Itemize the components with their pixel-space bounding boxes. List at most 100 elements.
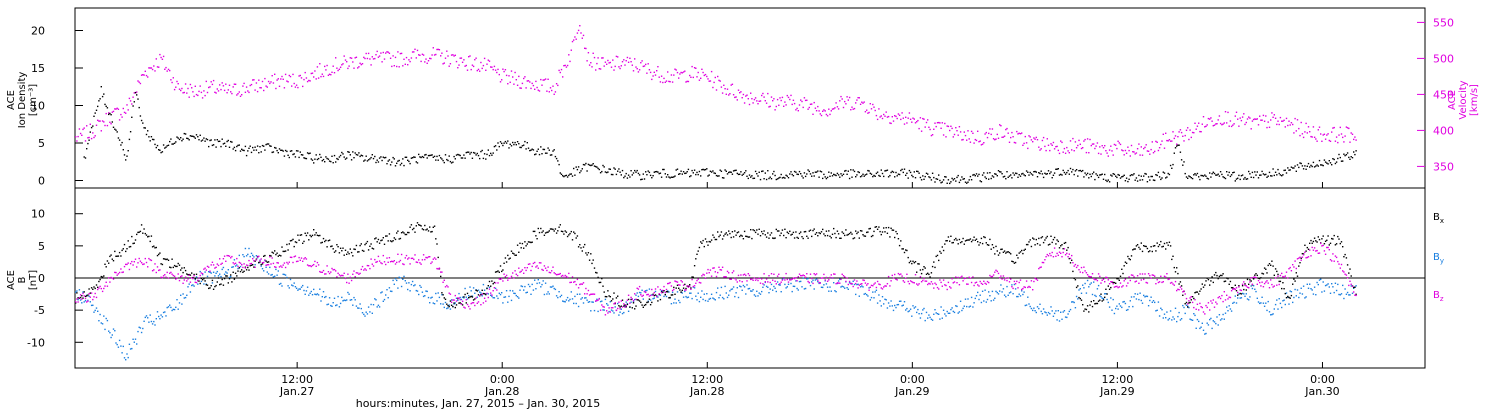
data-point [245,248,246,249]
b-axis-tick-label: -5 [34,304,45,317]
data-point [1251,285,1252,286]
data-point [721,269,722,270]
data-point [192,278,193,279]
data-point [1292,284,1293,285]
data-point [600,310,601,311]
data-point [1025,136,1026,137]
data-point [1260,302,1261,303]
data-point [1342,137,1343,138]
data-point [1010,291,1011,292]
data-point [854,171,855,172]
data-point [920,177,921,178]
data-point [739,174,740,175]
data-point [1215,123,1216,124]
data-point [1066,147,1067,148]
data-point [1316,141,1317,142]
data-point [202,139,203,140]
data-point [263,256,264,257]
data-point [602,57,603,58]
data-point [1168,140,1169,141]
data-point [256,82,257,83]
data-point [932,266,933,267]
data-point [384,157,385,158]
data-point [936,256,937,257]
data-point [1293,132,1294,133]
data-point [684,173,685,174]
data-point [98,287,99,288]
data-point [1227,112,1228,113]
data-point [1171,140,1172,141]
data-point [178,263,179,264]
data-point [551,90,552,91]
data-point [657,286,658,287]
data-point [728,230,729,231]
data-point [951,178,952,179]
data-point [892,116,893,117]
data-point [680,171,681,172]
data-point [565,275,566,276]
data-point [1045,150,1046,151]
density-axis-tick-label: 20 [31,25,45,38]
data-point [121,250,122,251]
data-point [125,251,126,252]
data-point [1036,171,1037,172]
data-point [799,281,800,282]
data-point [158,67,159,68]
data-point [997,292,998,293]
data-point [706,273,707,274]
data-point [1181,159,1182,160]
data-point [1243,178,1244,179]
data-point [641,179,642,180]
data-point [385,235,386,236]
data-point [345,59,346,60]
data-point [1263,173,1264,174]
data-point [86,148,87,149]
data-point [135,339,136,340]
data-point [129,269,130,270]
data-point [920,276,921,277]
data-point [843,174,844,175]
data-point [1199,291,1200,292]
data-point [532,242,533,243]
data-point [1205,176,1206,177]
data-point [375,54,376,55]
data-point [892,275,893,276]
data-point [718,236,719,237]
data-point [710,269,711,270]
data-point [1060,245,1061,246]
data-point [720,170,721,171]
data-point [572,298,573,299]
data-point [1041,237,1042,238]
data-point [447,286,448,287]
data-point [585,252,586,253]
data-point [235,273,236,274]
data-point [430,263,431,264]
data-point [198,277,199,278]
data-point [156,247,157,248]
data-point [763,273,764,274]
data-point [113,127,114,128]
data-point [954,134,955,135]
data-point [1133,296,1134,297]
data-point [373,58,374,59]
data-point [922,280,923,281]
data-point [225,261,226,262]
data-point [754,99,755,100]
data-point [472,296,473,297]
data-point [1249,296,1250,297]
bx-series [75,222,1357,313]
data-point [859,285,860,286]
data-point [438,257,439,258]
data-point [687,297,688,298]
data-point [928,283,929,284]
data-point [162,59,163,60]
data-point [1187,178,1188,179]
data-point [250,265,251,266]
data-point [484,290,485,291]
data-point [468,297,469,298]
data-point [997,134,998,135]
data-point [988,245,989,246]
data-point [433,227,434,228]
data-point [882,118,883,119]
data-point [115,256,116,257]
